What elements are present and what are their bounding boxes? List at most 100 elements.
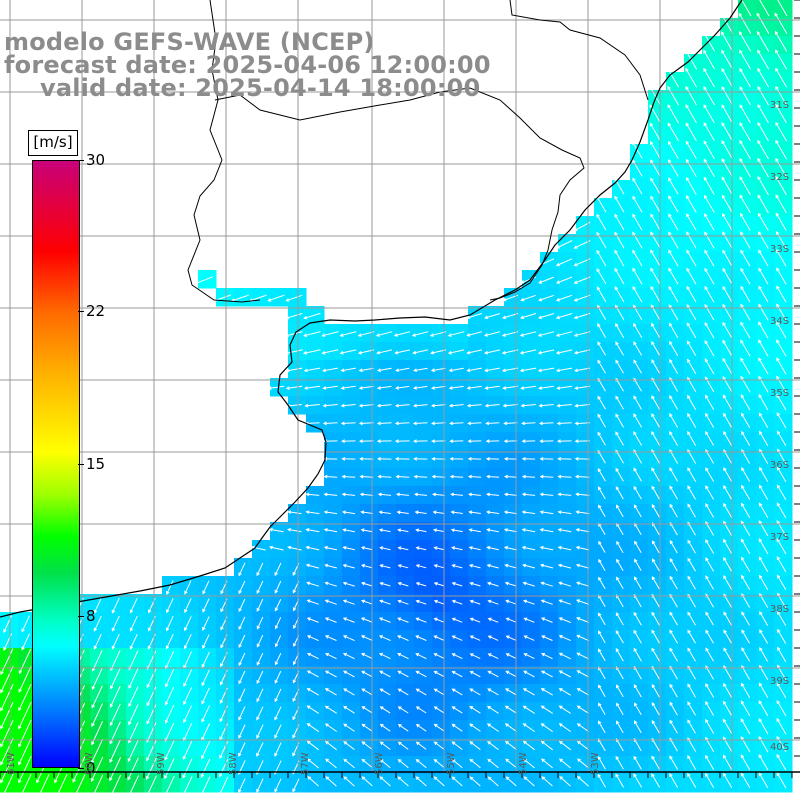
wind-arrow [414,510,427,515]
wind-arrow [504,581,517,587]
wind-arrow [360,528,373,533]
wind-arrow [91,720,104,746]
wind-arrow [324,581,337,587]
wind-arrow [575,510,590,515]
wind-arrow [267,294,285,302]
wind-arrow [538,313,555,320]
uruguay-border [187,0,585,303]
wind-arrow [651,395,661,410]
wind-arrow [487,599,499,605]
wind-arrow [256,742,264,757]
wind-arrow [484,385,500,390]
wind-arrow [238,616,246,631]
wind-arrow [721,122,733,142]
wind-arrow [358,403,374,408]
wind-arrow [558,705,571,714]
wind-arrow [776,717,787,735]
wind-arrow [256,724,264,739]
wind-arrow [687,575,696,590]
wind-arrow [669,394,679,410]
wind-arrow [741,647,751,662]
wind-arrow [723,754,733,771]
wind-arrow [200,740,211,760]
wind-arrow [433,688,445,696]
wind-arrow [614,195,625,213]
wind-arrow [379,741,391,750]
wind-arrow [182,758,193,779]
wind-arrow [360,546,373,551]
wind-arrow [667,85,680,106]
wind-arrow [596,231,607,249]
wind-arrow [723,556,733,572]
wind-arrow [598,504,606,518]
wind-arrow [184,580,192,595]
wind-arrow [555,367,573,373]
wind-arrow [650,267,661,285]
wind-arrow [343,705,355,714]
wind-arrow [555,313,573,320]
wind-arrow [359,474,374,479]
wind-arrow [632,213,643,231]
wind-arrow [324,563,338,569]
wind-arrow [740,754,751,771]
wind-arrow [412,421,428,426]
wind-arrow [342,617,355,623]
wind-arrow [597,413,606,428]
wind-arrow [650,231,661,249]
wind-arrow [705,430,715,446]
wind-arrow [687,754,697,770]
wind-arrow [361,723,373,732]
wind-arrow [304,403,320,408]
wind-arrow [686,340,697,357]
wind-arrow [576,652,590,660]
wind-arrow [705,611,714,626]
lat-label-39s: 39S [770,676,790,687]
wind-arrow [669,683,678,698]
wind-arrow [430,403,446,408]
wind-arrow [596,286,607,303]
wind-arrow [521,439,536,444]
wind-arrow [759,629,769,644]
wind-arrow [274,670,282,684]
wind-arrow [505,599,517,605]
brazil-border [509,0,649,101]
wind-arrow [669,701,678,716]
wind-arrow [0,719,14,748]
wind-arrow [487,740,499,751]
wind-arrow [238,724,246,739]
wind-arrow [378,617,391,623]
wind-arrow [341,439,356,444]
wind-arrow [759,611,769,626]
wind-arrow [777,610,787,626]
colorbar-tick-22: 22 [77,302,106,320]
wind-arrow [202,616,210,631]
wind-arrow [634,558,642,572]
wind-arrow [487,635,499,641]
wind-arrow [668,213,679,231]
wind-arrow [433,706,445,714]
wind-arrow [669,647,678,662]
wind-arrow [632,286,643,303]
wind-arrow [705,701,715,716]
wind-arrow [503,528,518,533]
wind-arrow [0,666,14,694]
wind-arrow [540,599,553,605]
wind-arrow [723,484,733,500]
wind-arrow [775,194,787,214]
wind-arrow [775,85,788,106]
wind-arrow [522,563,536,569]
wind-arrow [361,741,373,750]
wind-arrow [324,705,337,714]
lat-label-36s: 36S [770,460,790,471]
wind-arrow [256,562,264,577]
wind-arrow [705,683,715,698]
wind-arrow [520,294,537,302]
wind-arrow [467,439,482,444]
wind-arrow [685,49,698,70]
wind-arrow [538,385,554,390]
wind-arrow [377,474,392,479]
wind-arrow [164,704,175,724]
wind-arrow [668,267,679,285]
wind-arrow [397,706,409,714]
wind-arrow [650,249,661,267]
